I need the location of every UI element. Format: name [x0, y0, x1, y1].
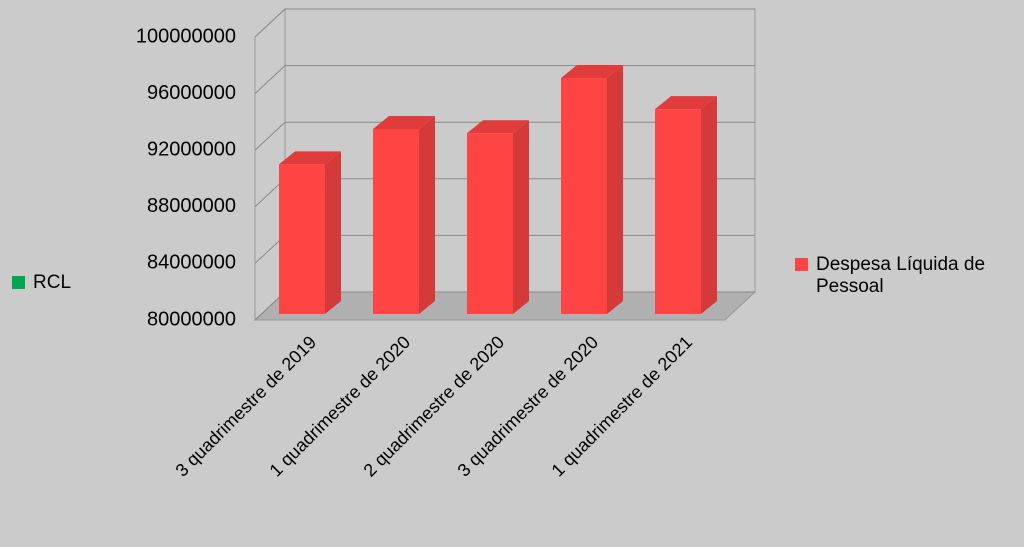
bar-face [655, 109, 701, 314]
bar-face [467, 120, 529, 134]
legend-label: Despesa Líquida de Pessoal [816, 254, 986, 297]
bar-face [325, 151, 341, 314]
bar [655, 96, 717, 314]
y-tick-label: 84000000 [147, 252, 236, 274]
legend-item: RCL [12, 272, 71, 294]
bar [561, 65, 623, 314]
y-tick-label: 80000000 [147, 308, 236, 330]
bar [467, 120, 529, 314]
grid-line [254, 8, 755, 38]
y-tick-label: 96000000 [147, 82, 236, 104]
bar-face [467, 133, 513, 314]
legend-swatch [12, 276, 25, 289]
y-tick-label: 100000000 [136, 25, 236, 47]
y-tick-label: 88000000 [147, 195, 236, 217]
grid-line [254, 65, 755, 94]
bar-face [513, 120, 529, 314]
bar [279, 151, 341, 314]
legend-item: Despesa Líquida de Pessoal [795, 254, 995, 298]
legend-label: RCL [33, 272, 72, 293]
y-tick-label: 92000000 [147, 138, 236, 160]
bar-face [279, 164, 325, 314]
legend-swatch [795, 258, 808, 271]
bar-face [373, 128, 419, 314]
bar-face [373, 115, 435, 129]
bar-face [701, 96, 717, 314]
bar-face [561, 78, 607, 314]
bar-face [279, 151, 341, 165]
bar [373, 115, 435, 314]
bar-face [561, 65, 623, 79]
bar-face [419, 115, 435, 314]
bar-face [655, 96, 717, 110]
bar-face [607, 65, 623, 314]
